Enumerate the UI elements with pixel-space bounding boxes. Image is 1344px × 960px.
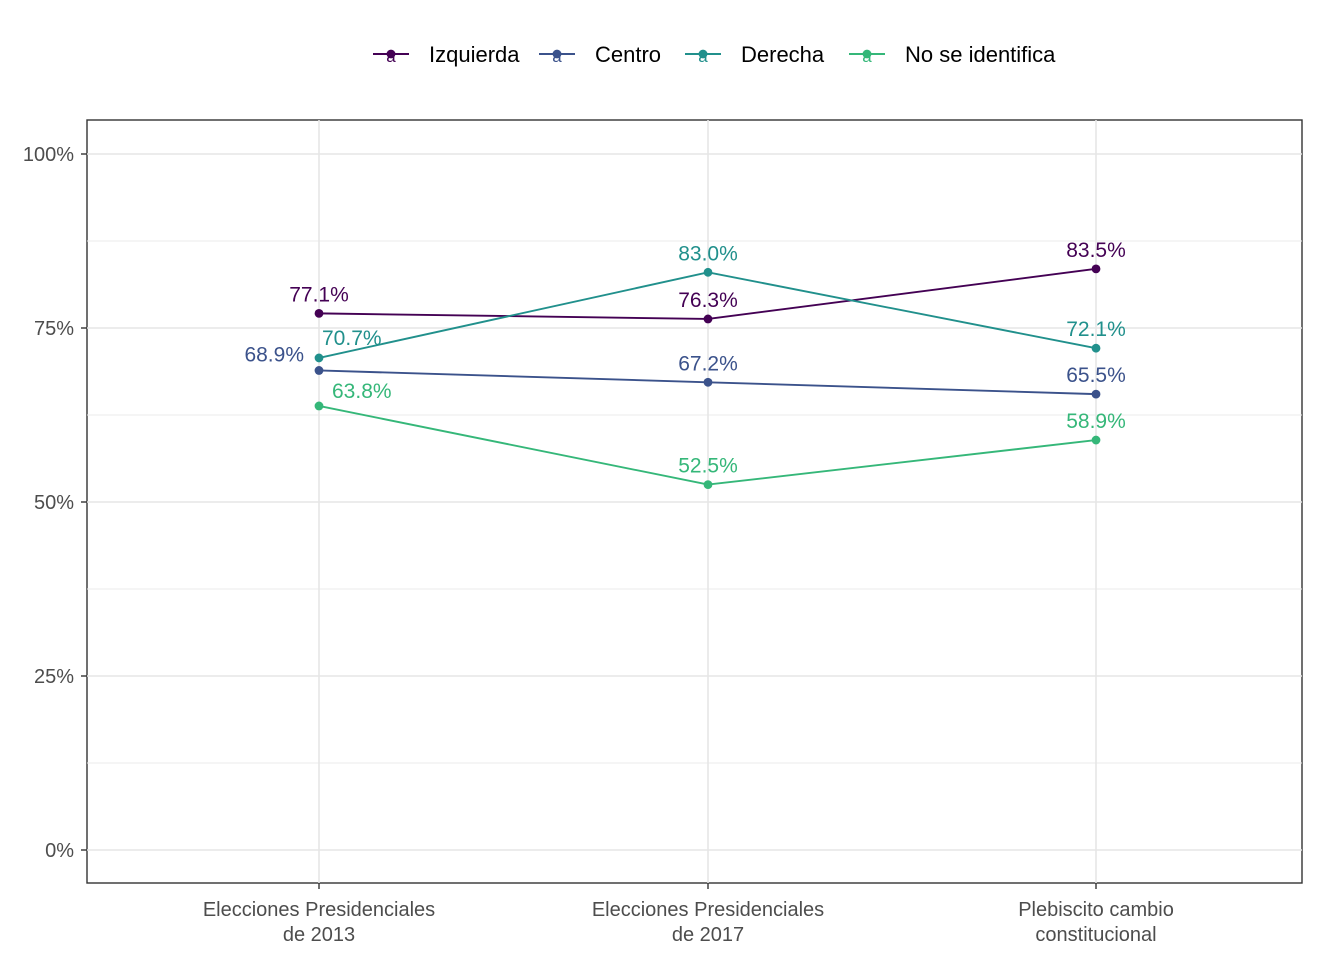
data-label: 70.7% — [322, 327, 382, 350]
legend-item: a Izquierda — [373, 42, 520, 67]
data-labels: 77.1% 76.3% 83.5% 68.9% 67.2% 65.5% 70.7% 83.0%… — [244, 239, 1125, 478]
legend-key-point — [552, 49, 562, 59]
legend: a Izquierda a Centro a Derecha a No se identifi… — [373, 42, 1056, 67]
legend-key-point — [386, 49, 396, 59]
legend-label: Izquierda — [429, 42, 520, 67]
x-tick-label: de 2017 — [672, 924, 744, 946]
data-label: 52.5% — [678, 455, 738, 478]
x-tick-label: constitucional — [1035, 924, 1156, 946]
data-label: 65.5% — [1066, 364, 1126, 387]
data-label: 76.3% — [678, 289, 738, 312]
data-point — [314, 401, 324, 411]
data-label: 68.9% — [244, 343, 304, 366]
x-tick-label: Elecciones Presidenciales — [203, 899, 435, 921]
data-point — [1091, 343, 1101, 353]
data-label: 63.8% — [332, 380, 392, 403]
y-tick-label: 50% — [34, 492, 74, 514]
legend-item: a No se identifica — [849, 42, 1056, 67]
legend-key-point — [862, 49, 872, 59]
legend-item: a Centro — [539, 42, 661, 67]
data-point — [314, 308, 324, 318]
legend-label: Derecha — [741, 42, 825, 67]
grid-major — [87, 120, 1302, 883]
data-point — [1091, 264, 1101, 274]
grid-minor — [87, 240, 1302, 764]
x-tick-label: Plebiscito cambio — [1018, 899, 1174, 921]
data-point — [1091, 389, 1101, 399]
series-layer — [314, 264, 1101, 489]
y-tick-label: 0% — [45, 840, 74, 862]
y-tick-label: 75% — [34, 318, 74, 340]
x-tick-label: de 2013 — [283, 924, 355, 946]
legend-key-glyph: a — [552, 47, 562, 66]
legend-key-glyph: a — [698, 47, 708, 66]
legend-key-point — [698, 49, 708, 59]
data-label: 67.2% — [678, 352, 738, 375]
data-label: 83.0% — [678, 242, 738, 265]
data-label: 72.1% — [1066, 318, 1126, 341]
legend-key-glyph: a — [862, 47, 872, 66]
data-point — [703, 314, 713, 324]
legend-item: a Derecha — [685, 42, 825, 67]
data-point — [703, 480, 713, 489]
legend-label: No se identifica — [905, 42, 1056, 67]
legend-label: Centro — [595, 42, 661, 67]
y-tick-label: 100% — [23, 144, 74, 166]
x-tick-label: Elecciones Presidenciales — [592, 899, 824, 921]
data-point — [1091, 435, 1101, 445]
axes: 0% 25% 50% 75% 100% Elecciones Presidenciales… — [23, 144, 1174, 946]
legend-key-glyph: a — [386, 47, 396, 66]
y-tick-label: 25% — [34, 666, 74, 688]
data-point — [703, 267, 713, 277]
data-label: 83.5% — [1066, 239, 1126, 262]
data-label: 77.1% — [289, 283, 349, 306]
data-point — [314, 353, 324, 363]
data-point — [314, 366, 324, 375]
data-label: 58.9% — [1066, 410, 1126, 433]
data-point — [703, 377, 713, 387]
